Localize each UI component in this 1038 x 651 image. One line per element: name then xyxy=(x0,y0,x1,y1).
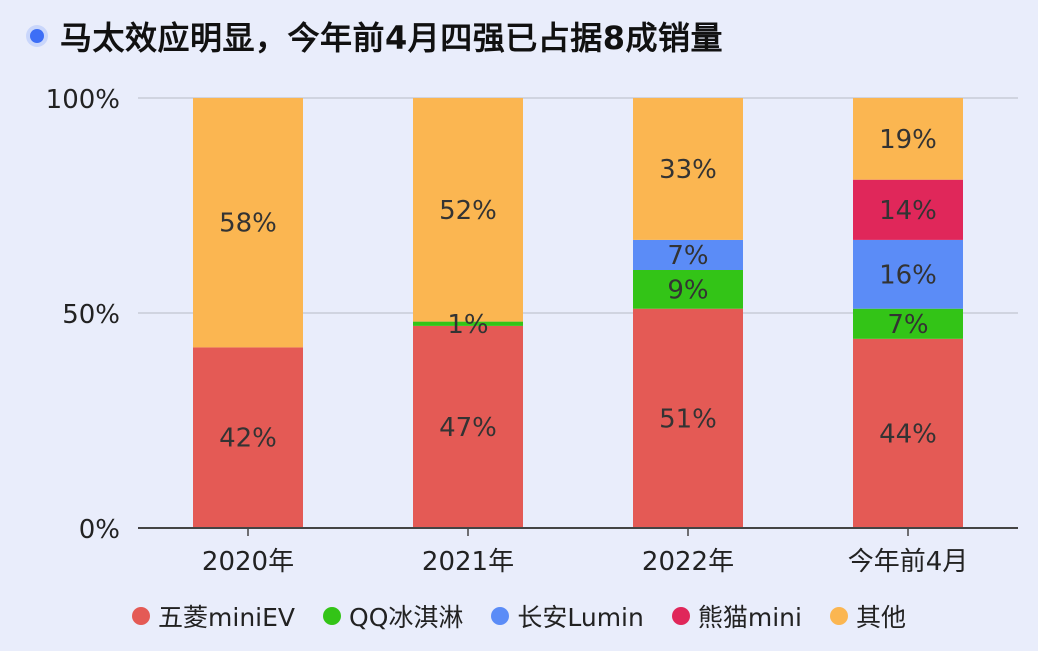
data-label: 58% xyxy=(219,209,277,239)
data-label: 7% xyxy=(667,241,708,271)
y-tick-label: 100% xyxy=(46,85,120,115)
legend-swatch-icon xyxy=(829,607,848,625)
x-tick-label: 今年前4月 xyxy=(848,547,969,577)
data-label: 1% xyxy=(447,310,488,340)
bar-segment xyxy=(633,270,743,309)
data-label: 33% xyxy=(659,155,717,185)
x-tick-label: 2021年 xyxy=(422,547,514,577)
legend-label: 五菱miniEV xyxy=(158,603,296,632)
data-label: 44% xyxy=(879,419,937,449)
chart-legend: 五菱miniEV QQ冰淇淋 长安Lumin 熊猫mini 其他 xyxy=(0,596,1038,636)
legend-item: 长安Lumin xyxy=(491,598,644,634)
data-label: 51% xyxy=(659,404,717,434)
bar-segment xyxy=(633,239,743,270)
bar-segment xyxy=(413,98,523,322)
bar-segment xyxy=(193,347,303,528)
data-label: 9% xyxy=(667,275,708,305)
y-tick-label: 0% xyxy=(79,515,120,545)
bar-segment xyxy=(853,338,963,528)
bar-segment xyxy=(853,239,963,309)
data-label: 19% xyxy=(879,125,937,155)
y-tick-label: 50% xyxy=(62,300,120,330)
legend-label: 长安Lumin xyxy=(517,603,644,632)
data-label: 14% xyxy=(879,196,937,226)
bar-segment xyxy=(853,98,963,180)
legend-item: 其他 xyxy=(829,598,906,634)
bar-segment xyxy=(413,321,523,326)
data-label: 52% xyxy=(439,196,497,226)
x-tick-label: 2022年 xyxy=(642,547,734,577)
legend-swatch-icon xyxy=(491,607,510,625)
stacked-bar-chart: 0% 50% 100% 42% 58% 2020年 47% 1% 52% 2021年 51% 9% 7%… xyxy=(46,85,1018,577)
legend-swatch-icon xyxy=(671,607,690,625)
bar-segment xyxy=(413,325,523,528)
legend-label: 其他 xyxy=(855,603,906,632)
bar-segment xyxy=(193,98,303,348)
data-label: 47% xyxy=(439,413,497,443)
chart-title-row: 马太效应明显，今年前4月四强已占据8成销量 xyxy=(26,14,723,58)
data-label: 42% xyxy=(219,424,277,454)
legend-label: 熊猫mini xyxy=(697,603,802,632)
data-label: 7% xyxy=(887,310,928,340)
legend-item: QQ冰淇淋 xyxy=(323,598,463,634)
chart-title: 马太效应明显，今年前4月四强已占据8成销量 xyxy=(60,19,724,57)
bar-segment xyxy=(853,308,963,339)
legend-item: 熊猫mini xyxy=(671,598,802,634)
legend-swatch-icon xyxy=(132,607,151,625)
legend-swatch-icon xyxy=(323,607,342,625)
data-label: 16% xyxy=(879,260,937,290)
legend-label: QQ冰淇淋 xyxy=(349,603,464,632)
bar-segment xyxy=(633,98,743,240)
legend-item: 五菱miniEV xyxy=(132,598,295,634)
bar-segment xyxy=(853,179,963,240)
bar-segment xyxy=(633,308,743,528)
x-tick-label: 2020年 xyxy=(202,547,294,577)
title-bullet-icon xyxy=(30,29,44,43)
